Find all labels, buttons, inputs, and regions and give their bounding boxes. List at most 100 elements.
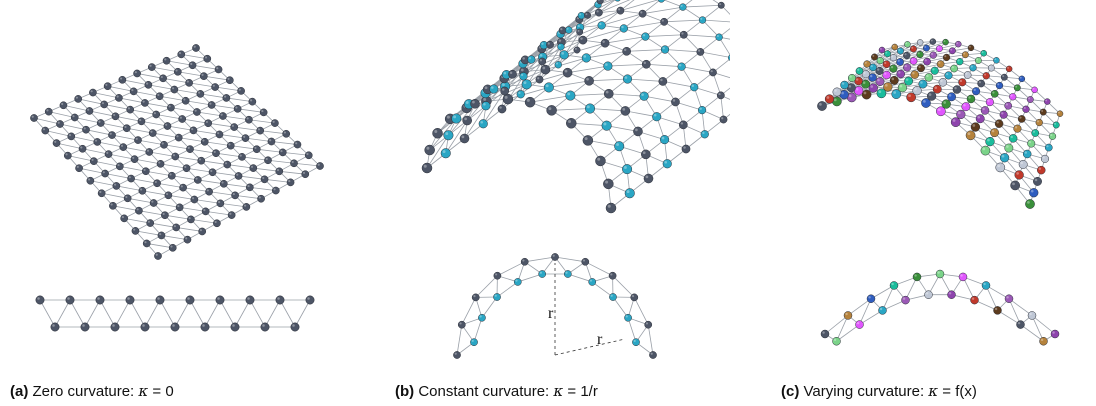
node-highlight bbox=[547, 42, 550, 45]
lattice-node bbox=[252, 145, 261, 154]
node-highlight bbox=[914, 274, 917, 277]
lattice-node bbox=[459, 133, 470, 144]
lattice-node bbox=[1008, 134, 1018, 143]
panel-c: (c) Varying curvature: κ = f(x) bbox=[730, 0, 1096, 406]
node-highlight bbox=[691, 84, 695, 88]
lattice-node bbox=[832, 87, 842, 97]
node-highlight bbox=[102, 171, 105, 174]
lattice-edge bbox=[189, 299, 206, 328]
node-highlight bbox=[605, 63, 608, 66]
node-highlight bbox=[172, 324, 175, 327]
lattice-node bbox=[990, 89, 999, 98]
lattice-node bbox=[149, 199, 158, 207]
node-highlight bbox=[870, 74, 873, 78]
lattice-node bbox=[644, 320, 653, 329]
node-highlight bbox=[599, 22, 602, 26]
node-highlight bbox=[937, 271, 940, 274]
lattice-node bbox=[44, 107, 53, 116]
node-highlight bbox=[191, 128, 194, 131]
lattice-node bbox=[956, 109, 966, 120]
lattice-node bbox=[657, 0, 665, 3]
node-highlight bbox=[483, 97, 487, 101]
lattice-edge bbox=[260, 130, 287, 135]
lattice-edge bbox=[219, 299, 236, 328]
node-highlight bbox=[154, 180, 157, 184]
lattice-node bbox=[230, 123, 239, 131]
lattice-node bbox=[562, 67, 573, 78]
node-highlight bbox=[155, 253, 158, 256]
lattice-node bbox=[622, 164, 633, 175]
node-highlight bbox=[664, 160, 668, 164]
lattice-node bbox=[956, 57, 964, 66]
node-highlight bbox=[877, 78, 880, 82]
lattice-node bbox=[52, 139, 61, 147]
node-highlight bbox=[170, 245, 173, 248]
node-highlight bbox=[161, 142, 164, 145]
lattice-edge bbox=[126, 127, 153, 134]
node-highlight bbox=[539, 54, 543, 57]
node-highlight bbox=[672, 99, 676, 102]
node-highlight bbox=[539, 59, 542, 62]
node-highlight bbox=[586, 77, 589, 81]
lattice-edge bbox=[78, 98, 105, 105]
node-highlight bbox=[499, 106, 502, 109]
lattice-node bbox=[980, 106, 990, 115]
lattice-node bbox=[935, 269, 945, 279]
node-highlight bbox=[992, 91, 995, 94]
lattice-node bbox=[97, 189, 106, 198]
node-highlight bbox=[212, 84, 215, 87]
lattice-node bbox=[527, 55, 536, 64]
lattice-edge bbox=[271, 141, 298, 145]
node-highlight bbox=[1019, 76, 1022, 79]
lattice-node bbox=[909, 57, 918, 65]
lattice-edge bbox=[174, 299, 191, 328]
lattice-node bbox=[832, 336, 841, 346]
node-highlight bbox=[247, 297, 250, 300]
lattice-node bbox=[690, 83, 699, 92]
node-highlight bbox=[548, 107, 552, 111]
node-highlight bbox=[937, 46, 940, 49]
node-highlight bbox=[960, 274, 963, 277]
node-highlight bbox=[144, 241, 147, 244]
lattice-node bbox=[981, 281, 991, 290]
node-highlight bbox=[176, 135, 179, 138]
node-highlight bbox=[243, 135, 246, 138]
node-highlight bbox=[564, 69, 568, 73]
node-highlight bbox=[872, 54, 875, 57]
lattice-node bbox=[603, 61, 613, 71]
lattice-node bbox=[197, 156, 206, 165]
lattice-edge bbox=[293, 162, 321, 167]
lattice-edge bbox=[913, 41, 933, 50]
lattice-node bbox=[649, 351, 657, 359]
node-highlight bbox=[957, 59, 960, 62]
node-highlight bbox=[250, 99, 253, 102]
node-highlight bbox=[982, 107, 985, 111]
lattice-edge bbox=[130, 109, 157, 115]
lattice-node bbox=[211, 83, 219, 91]
caption-c-equation: = f(x) bbox=[938, 383, 977, 400]
lattice-node bbox=[157, 231, 166, 240]
lattice-node bbox=[110, 322, 120, 332]
lattice-node bbox=[508, 69, 517, 79]
node-highlight bbox=[158, 161, 161, 164]
lattice-node bbox=[193, 108, 201, 116]
node-highlight bbox=[114, 183, 117, 186]
lattice-edge bbox=[564, 42, 606, 56]
node-highlight bbox=[833, 98, 837, 102]
node-highlight bbox=[459, 322, 462, 325]
lattice-edge bbox=[85, 129, 113, 136]
node-highlight bbox=[1014, 126, 1018, 129]
node-highlight bbox=[125, 195, 128, 199]
lattice-node bbox=[641, 149, 651, 160]
lattice-edge bbox=[620, 0, 660, 11]
lattice-edge bbox=[264, 178, 291, 183]
lattice-edge bbox=[211, 104, 238, 110]
node-highlight bbox=[258, 196, 261, 199]
node-highlight bbox=[924, 59, 927, 62]
lattice-node bbox=[608, 271, 617, 280]
lattice-node bbox=[237, 87, 245, 95]
lattice-node bbox=[74, 95, 83, 103]
node-highlight bbox=[582, 259, 586, 262]
node-highlight bbox=[1001, 154, 1005, 158]
lattice-edge bbox=[294, 299, 311, 328]
